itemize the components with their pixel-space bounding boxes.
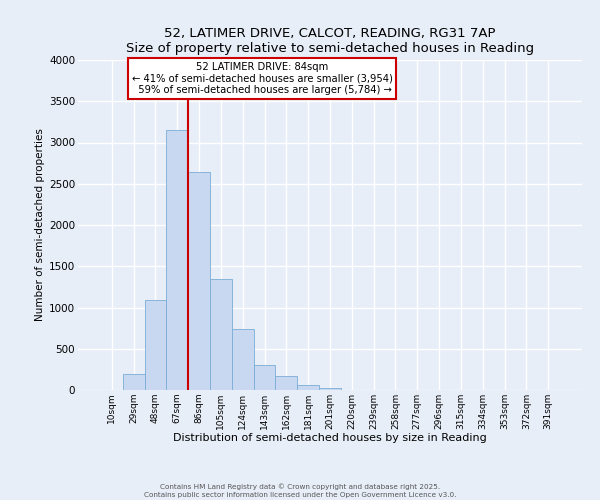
Bar [275, 376, 297, 390]
Bar [232, 328, 254, 390]
Bar [254, 365, 275, 390]
Bar [319, 388, 341, 390]
Bar [145, 300, 166, 390]
Title: 52, LATIMER DRIVE, CALCOT, READING, RG31 7AP
Size of property relative to semi-d: 52, LATIMER DRIVE, CALCOT, READING, RG31… [126, 26, 534, 54]
Bar [188, 172, 210, 390]
Bar [123, 374, 145, 390]
Bar [166, 130, 188, 390]
Bar [210, 278, 232, 390]
Text: 52 LATIMER DRIVE: 84sqm
← 41% of semi-detached houses are smaller (3,954)
  59% : 52 LATIMER DRIVE: 84sqm ← 41% of semi-de… [131, 62, 392, 95]
Bar [297, 384, 319, 390]
Text: Contains HM Land Registry data © Crown copyright and database right 2025.
Contai: Contains HM Land Registry data © Crown c… [144, 484, 456, 498]
X-axis label: Distribution of semi-detached houses by size in Reading: Distribution of semi-detached houses by … [173, 434, 487, 444]
Y-axis label: Number of semi-detached properties: Number of semi-detached properties [35, 128, 45, 322]
